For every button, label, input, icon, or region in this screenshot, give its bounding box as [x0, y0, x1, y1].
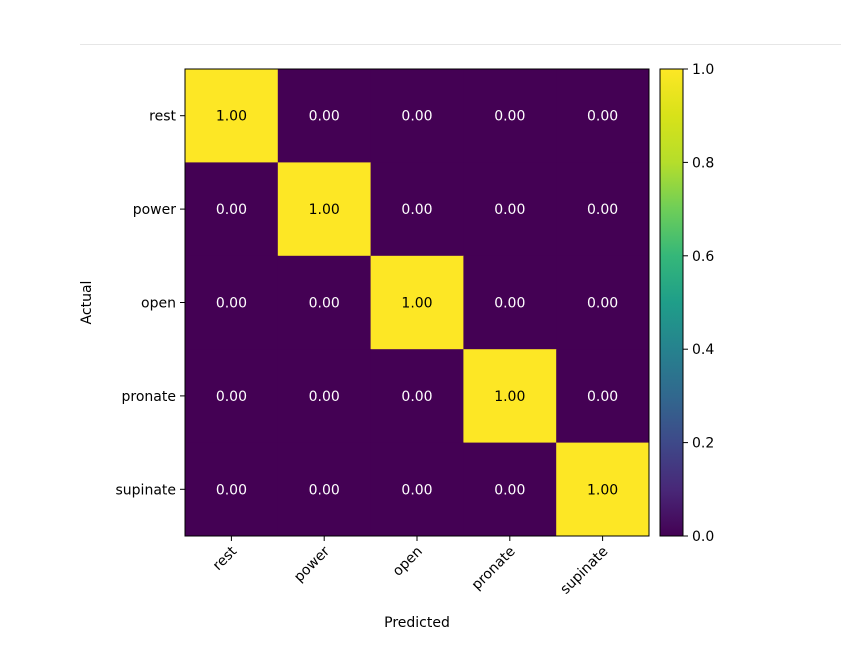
heatmap-cell — [370, 442, 464, 537]
colorbar-ticks: 0.0 0.2 0.4 0.6 0.8 1.0 — [683, 62, 714, 545]
heatmap-cell — [185, 162, 279, 257]
cell-value-label: 0.00 — [309, 482, 340, 498]
y-tick-label: open — [141, 296, 176, 312]
colorbar-tick-label: 0.6 — [692, 249, 714, 265]
cell-value-label: 1.00 — [309, 202, 340, 218]
heatmap-cell — [277, 69, 372, 163]
heatmap-cell — [556, 69, 650, 163]
cell-value-label: 0.00 — [216, 202, 247, 218]
cell-value-label: 0.00 — [401, 109, 432, 125]
cell-value-label: 1.00 — [401, 296, 432, 312]
heatmap-cell — [185, 255, 279, 350]
heatmap-cell — [277, 442, 372, 537]
heatmap-cell-labels: 1.00 0.00 0.00 0.00 0.00 0.00 1.00 0.00 0.00 0.00… — [216, 109, 618, 499]
cell-value-label: 0.00 — [587, 109, 618, 125]
colorbar-tick-label: 0.4 — [692, 342, 714, 358]
cell-value-label: 0.00 — [494, 202, 525, 218]
cell-value-label: 1.00 — [587, 482, 618, 498]
heatmap-cell — [463, 69, 557, 163]
x-tick-label: pronate — [469, 544, 519, 594]
heatmap-cells — [185, 69, 650, 537]
colorbar-tick-label: 0.2 — [692, 436, 714, 452]
heatmap-cell — [463, 349, 557, 444]
top-divider — [80, 44, 841, 45]
colorbar-tick-label: 0.8 — [692, 155, 714, 171]
x-tick-label: supinate — [557, 544, 611, 598]
heatmap-cell — [463, 442, 557, 537]
heatmap-cell — [277, 162, 372, 257]
heatmap-cell — [370, 349, 464, 444]
cell-value-label: 0.00 — [587, 296, 618, 312]
heatmap-cell — [556, 162, 650, 257]
x-tick-label: rest — [210, 543, 241, 574]
heatmap-cell — [370, 69, 464, 163]
cell-value-label: 0.00 — [309, 109, 340, 125]
heatmap-cell — [185, 349, 279, 444]
colorbar-tick-label: 0.0 — [692, 529, 714, 545]
cell-value-label: 0.00 — [216, 482, 247, 498]
cell-value-label: 0.00 — [216, 389, 247, 405]
cell-value-label: 0.00 — [309, 296, 340, 312]
x-tick-label: power — [291, 543, 333, 585]
heatmap-cell — [556, 349, 650, 444]
y-axis-ticks: rest power open pronate supinate — [116, 109, 185, 498]
heatmap-cell — [556, 255, 650, 350]
cell-value-label: 0.00 — [216, 296, 247, 312]
heatmap-cell — [370, 255, 464, 350]
y-tick-label: supinate — [116, 482, 177, 498]
x-tick-label: open — [390, 544, 426, 580]
heatmap-cell — [185, 442, 279, 537]
cell-value-label: 0.00 — [494, 109, 525, 125]
cell-value-label: 0.00 — [401, 389, 432, 405]
heatmap-cell — [463, 255, 557, 350]
y-tick-label: pronate — [122, 389, 176, 405]
heatmap-cell — [463, 162, 557, 257]
cell-value-label: 1.00 — [494, 389, 525, 405]
heatmap-cell — [370, 162, 464, 257]
y-tick-label: rest — [149, 109, 176, 125]
heatmap-cell — [185, 69, 279, 163]
cell-value-label: 0.00 — [494, 296, 525, 312]
y-tick-label: power — [133, 202, 177, 218]
y-axis-label: Actual — [79, 281, 95, 325]
heatmap-cell — [556, 442, 650, 537]
cell-value-label: 0.00 — [587, 389, 618, 405]
cell-value-label: 0.00 — [494, 482, 525, 498]
heatmap-cell — [277, 349, 372, 444]
cell-value-label: 0.00 — [401, 202, 432, 218]
colorbar-tick-label: 1.0 — [692, 62, 714, 78]
cell-value-label: 0.00 — [309, 389, 340, 405]
x-axis-label: Predicted — [384, 615, 450, 631]
colorbar — [659, 68, 684, 537]
x-axis-ticks: rest power open pronate supinate — [210, 536, 611, 598]
heatmap-cell — [277, 255, 372, 350]
cell-value-label: 1.00 — [216, 109, 247, 125]
cell-value-label: 0.00 — [401, 482, 432, 498]
cell-value-label: 0.00 — [587, 202, 618, 218]
